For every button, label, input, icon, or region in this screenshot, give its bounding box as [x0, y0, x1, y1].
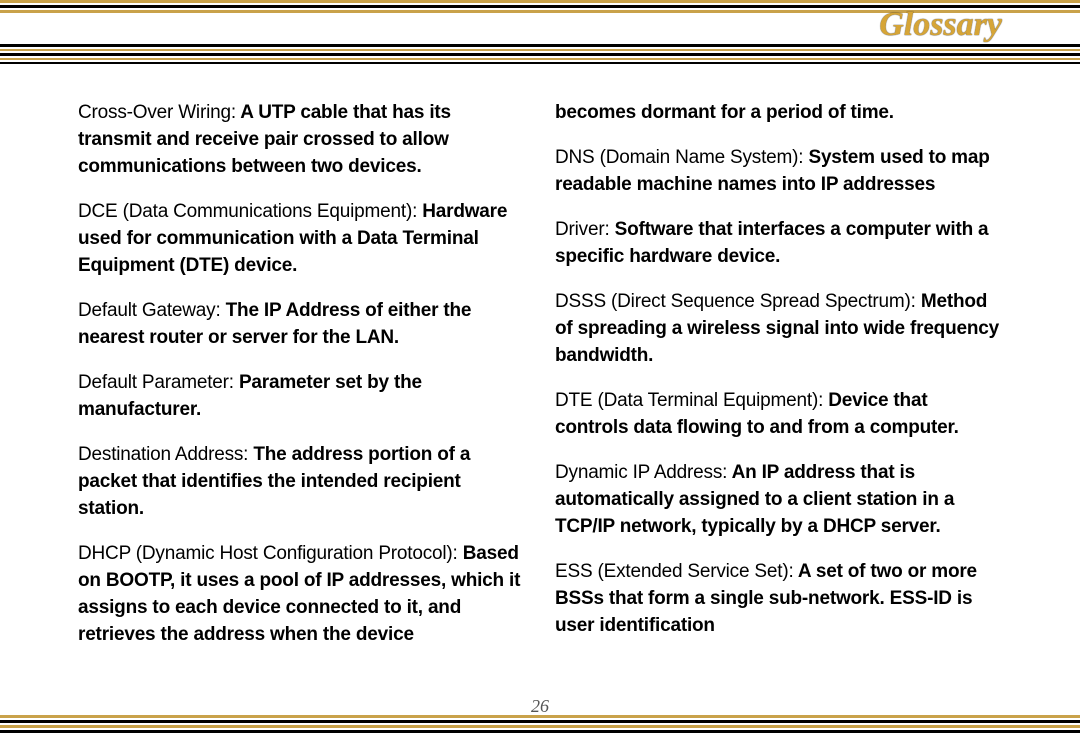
glossary-entry: ESS (Extended Service Set): A set of two… [555, 559, 1002, 640]
glossary-entry: Driver: Software that interfaces a compu… [555, 217, 1002, 271]
page-title: Glossary [879, 6, 1002, 44]
glossary-entry: DCE (Data Communications Equipment): Har… [78, 199, 525, 280]
glossary-entry: Destination Address: The address portion… [78, 442, 525, 523]
term: Cross-Over Wiring: [78, 102, 236, 123]
glossary-entry: Cross-Over Wiring: A UTP cable that has … [78, 100, 525, 181]
page-header: Glossary [0, 0, 1080, 62]
page-number: 26 [0, 696, 1080, 717]
term: Driver: [555, 219, 610, 240]
continuation-text: becomes dormant for a period of time. [555, 100, 1002, 127]
term: Destination Address: [78, 444, 248, 465]
term: DNS (Domain Name System): [555, 147, 803, 168]
term: DSSS (Direct Sequence Spread Spectrum): [555, 291, 916, 312]
glossary-entry: DSSS (Direct Sequence Spread Spectrum): … [555, 289, 1002, 370]
glossary-entry: DTE (Data Terminal Equipment): Device th… [555, 388, 1002, 442]
stripe [0, 0, 1080, 3]
glossary-entry: Dynamic IP Address: An IP address that i… [555, 460, 1002, 541]
glossary-entry: DHCP (Dynamic Host Configuration Protoco… [78, 541, 525, 649]
footer-stripes [0, 715, 1080, 735]
term: Default Gateway: [78, 300, 221, 321]
term: DCE (Data Communications Equipment): [78, 201, 417, 222]
glossary-page: Glossary Cross-Over Wiring: A UTP cable … [0, 0, 1080, 747]
glossary-body: Cross-Over Wiring: A UTP cable that has … [78, 100, 1002, 687]
stripe [0, 715, 1080, 718]
stripe [0, 725, 1080, 728]
term: Default Parameter: [78, 372, 234, 393]
glossary-entry: Default Gateway: The IP Address of eithe… [78, 298, 525, 352]
glossary-entry: Default Parameter: Parameter set by the … [78, 370, 525, 424]
definition: Software that interfaces a computer with… [555, 219, 988, 267]
stripe [0, 720, 1080, 723]
header-stripes-bottom [0, 44, 1080, 66]
stripe [0, 730, 1080, 733]
stripe [0, 44, 1080, 47]
stripe [0, 62, 1080, 64]
term: Dynamic IP Address: [555, 462, 727, 483]
term: DTE (Data Terminal Equipment): [555, 390, 823, 411]
term: DHCP (Dynamic Host Configuration Protoco… [78, 543, 458, 564]
stripe [0, 49, 1080, 51]
glossary-entry: DNS (Domain Name System): System used to… [555, 145, 1002, 199]
stripe [0, 58, 1080, 60]
stripe [0, 53, 1080, 56]
term: ESS (Extended Service Set): [555, 561, 794, 582]
